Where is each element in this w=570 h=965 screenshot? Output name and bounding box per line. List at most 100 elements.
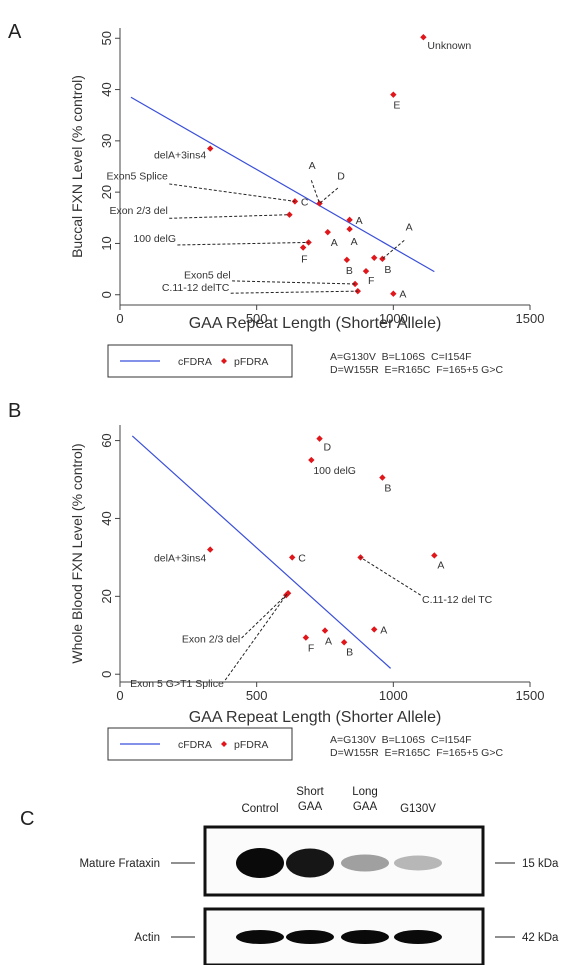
annotation-leader-line [230, 290, 358, 294]
point-annotation: 100 delG [313, 465, 356, 477]
molecular-weight-marker: 42 kDa [522, 932, 559, 944]
x-axis-label: GAA Repeat Length (Shorter Allele) [189, 315, 442, 332]
lane-label: Control [241, 803, 278, 815]
panel-letter-c: C [20, 808, 34, 830]
y-tick-label: 40 [99, 82, 114, 96]
regression-line-cfdra [131, 435, 392, 669]
protein-band [341, 854, 389, 872]
protein-band [394, 855, 442, 871]
x-tick-label: 1000 [379, 311, 408, 326]
point-annotation: F [301, 254, 307, 266]
data-point-pfdra [289, 554, 296, 561]
y-axis-label: Whole Blood FXN Level (% control) [69, 443, 85, 663]
data-point-pfdra [316, 435, 323, 442]
point-annotation: A [351, 236, 358, 248]
protein-band [394, 930, 442, 944]
annotation-leader-line [177, 241, 309, 246]
point-annotation: Exon 5 G>T1 Splice [130, 678, 224, 690]
y-tick-label: 40 [99, 511, 114, 525]
data-point-pfdra [390, 91, 397, 98]
mutation-key-line: D=W155R E=R165C F=165+5 G>C [330, 364, 503, 376]
point-annotation: A [437, 559, 444, 571]
point-annotation: C [301, 196, 309, 208]
western-blot-panel: Control Short GAA Long GAA G130V Mature Fratax… [79, 786, 559, 965]
legend-point-swatch [221, 358, 227, 364]
point-annotation: A [331, 237, 338, 249]
protein-band [286, 930, 334, 944]
point-annotation: C [298, 552, 306, 564]
annotation-leader-line [224, 594, 287, 681]
point-annotation: Exon5 Splice [107, 170, 168, 182]
legend-label-cfdra: cFDRA [178, 356, 212, 368]
data-point-pfdra [351, 280, 359, 288]
point-annotation: B [346, 646, 353, 658]
mutation-key-line: D=W155R E=R165C F=165+5 G>C [330, 747, 503, 759]
protein-band [236, 848, 284, 878]
annotation-leader-line [169, 183, 296, 202]
data-point-pfdra [207, 145, 214, 152]
legend-box [107, 727, 293, 761]
panel-letter-a: A [8, 21, 22, 43]
x-tick-label: 0 [116, 688, 123, 703]
x-tick-label: 500 [246, 311, 268, 326]
lane-label: GAA [298, 801, 323, 813]
lane-label: Short [296, 786, 324, 798]
data-point-pfdra [302, 634, 310, 641]
x-tick-label: 1500 [516, 688, 545, 703]
legend-box [107, 344, 293, 378]
data-point-pfdra [308, 456, 315, 464]
point-annotation: Unknown [427, 40, 471, 52]
data-point-pfdra [343, 256, 351, 264]
x-tick-label: 0 [116, 311, 123, 326]
legend-point-swatch [221, 741, 227, 747]
x-tick-label: 1500 [516, 311, 545, 326]
y-tick-label: 50 [99, 31, 114, 45]
point-annotation: A [309, 160, 316, 172]
x-tick-label: 500 [246, 688, 268, 703]
legend-label-pfdra: pFDRA [234, 739, 268, 751]
point-annotation: A [325, 636, 332, 648]
lane-label: G130V [400, 803, 436, 815]
y-axis-label: Buccal FXN Level (% control) [69, 75, 85, 258]
blot-row-label: Mature Frataxin [79, 858, 160, 870]
y-tick-label: 0 [99, 291, 114, 298]
annotation-leader-line [241, 592, 289, 639]
scatter-chart-buccal: 0 500 1000 1500 0 10 20 30 40 50 GAA Repeat Length… [69, 28, 545, 378]
data-point-pfdra [379, 474, 386, 481]
mutation-key-line: A=G130V B=L106S C=I154F [330, 734, 472, 746]
annotation-leader-line [360, 556, 421, 596]
annotation-leader-line [169, 214, 290, 219]
point-annotation: A [399, 289, 406, 301]
annotation-leader-line [319, 187, 339, 204]
regression-line-cfdra [130, 96, 435, 273]
data-point-pfdra [371, 254, 378, 262]
point-annotation: 100 delG [133, 233, 176, 245]
data-point-pfdra [321, 627, 329, 634]
annotation-leader-line [232, 280, 356, 285]
protein-band [236, 930, 284, 944]
point-annotation: Exon 2/3 del [109, 205, 167, 217]
point-annotation: A [406, 222, 413, 234]
point-annotation: F [308, 643, 314, 655]
point-annotation: delA+3ins4 [154, 150, 206, 162]
data-point-pfdra [340, 639, 348, 646]
point-annotation: A [380, 624, 387, 636]
data-point-pfdra [299, 244, 307, 251]
data-point-pfdra [362, 267, 370, 275]
protein-band [341, 930, 389, 944]
point-annotation: B [346, 265, 353, 277]
data-point-pfdra [346, 225, 353, 233]
y-tick-label: 20 [99, 589, 114, 603]
mutation-key-line: A=G130V B=L106S C=I154F [330, 351, 472, 363]
point-annotation: A [356, 215, 363, 227]
lane-label: GAA [353, 801, 378, 813]
point-annotation: B [384, 483, 391, 495]
data-point-pfdra [371, 626, 378, 633]
data-point-pfdra [420, 34, 427, 41]
data-point-pfdra [431, 552, 438, 559]
data-point-pfdra [346, 216, 353, 224]
annotation-leader-line [310, 180, 321, 204]
point-annotation: Exon5 del [184, 269, 231, 281]
x-tick-label: 1000 [379, 688, 408, 703]
